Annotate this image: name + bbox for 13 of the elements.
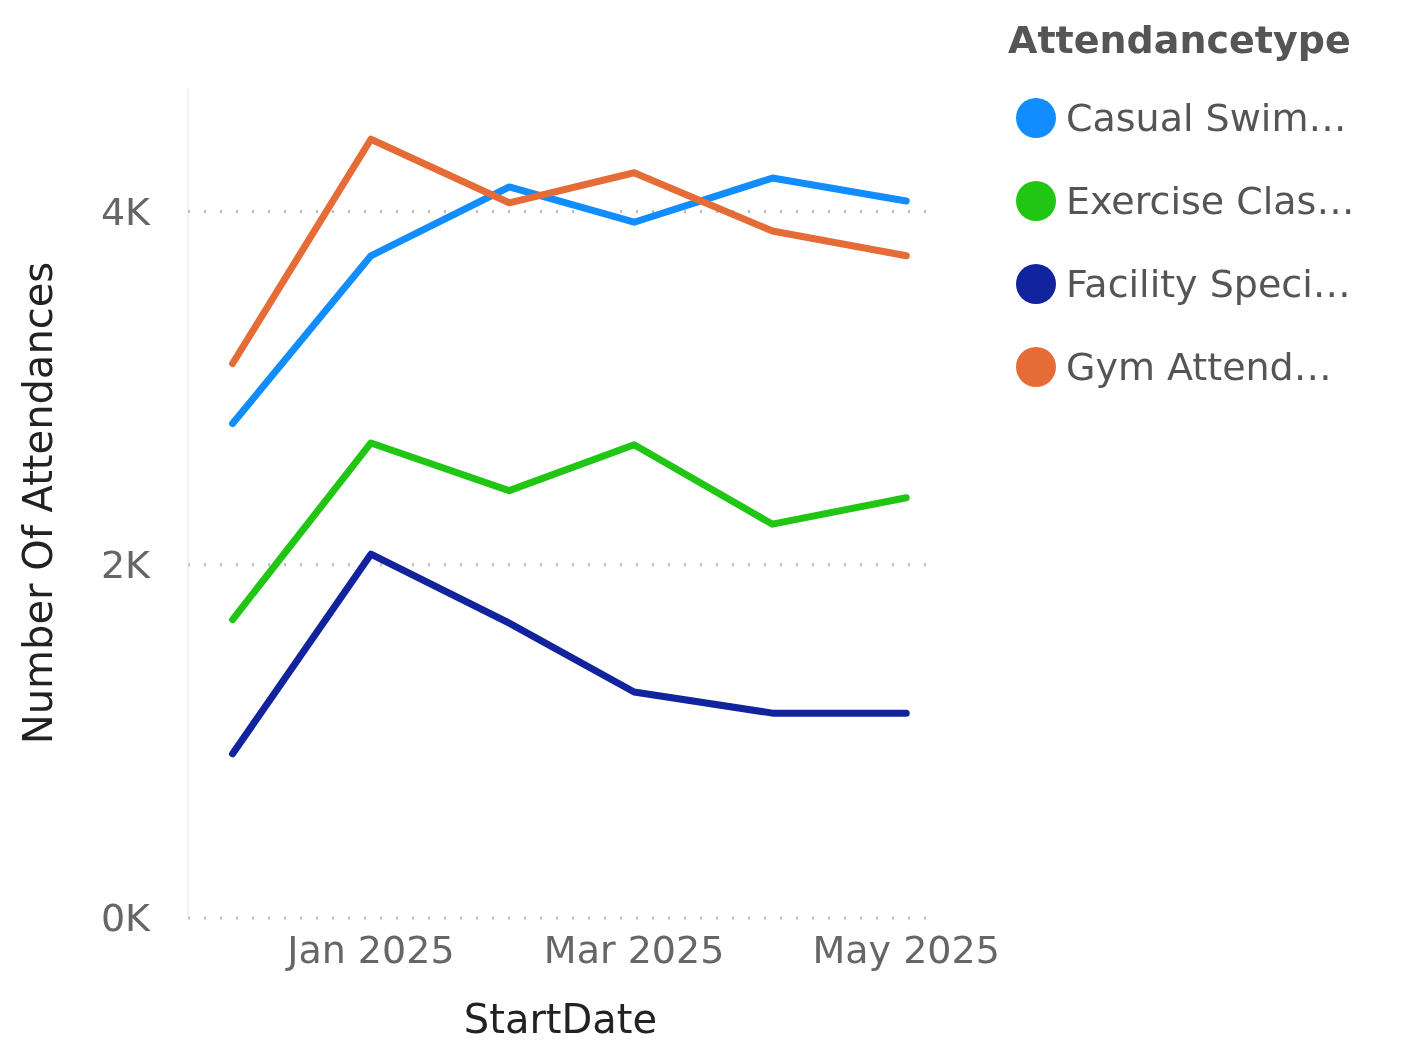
y-tick-label: 2K	[100, 543, 152, 588]
y-axis-title: Number Of Attendances	[15, 261, 62, 745]
x-tick-label: Mar 2025	[543, 927, 725, 972]
legend-label: Casual Swim…	[1066, 95, 1347, 140]
legend-title: Attendancetype	[1008, 18, 1352, 62]
x-tick-label: May 2025	[812, 927, 1000, 972]
x-tick-label: Jan 2025	[285, 927, 455, 972]
legend-label: Gym Attend…	[1066, 344, 1332, 389]
y-tick-label: 4K	[100, 190, 152, 235]
legend-label: Exercise Clas…	[1066, 178, 1355, 223]
legend-label: Facility Speci…	[1066, 261, 1351, 306]
y-tick-label: 0K	[100, 896, 152, 941]
x-axis-title: StartDate	[463, 996, 658, 1042]
